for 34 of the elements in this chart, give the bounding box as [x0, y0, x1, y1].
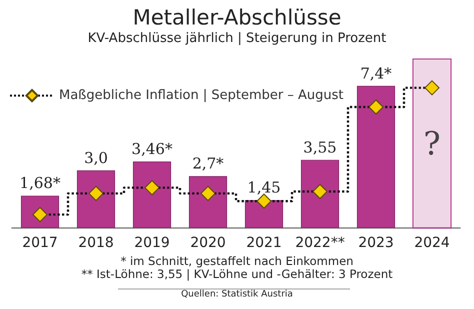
data-label: 2,7*: [192, 154, 224, 173]
point: [200, 186, 216, 201]
legend-label: Maßgebliche Inflation | September – August: [59, 88, 344, 104]
bar: [188, 176, 228, 228]
point: [144, 180, 160, 196]
chart-title: Metaller-Abschlüsse: [132, 6, 342, 30]
bar: [132, 162, 172, 228]
source-note: Quellen: Statistik Austria: [181, 290, 293, 300]
x-tick-label: 2018: [78, 235, 114, 251]
x-tick-label: 2020: [190, 235, 226, 251]
x-tick-label: 2019: [134, 235, 170, 251]
data-label: 1,45: [247, 178, 281, 197]
chart-subtitle: KV-Abschlüsse jährlich | Steigerung in Prozent: [88, 31, 386, 46]
data-label: 7,4*: [360, 64, 392, 82]
point: [256, 194, 272, 209]
data-label: 3,46*: [132, 140, 173, 158]
x-tick-label: 2023: [358, 235, 394, 251]
bar: [244, 200, 284, 228]
point: [424, 80, 440, 96]
x-tick-label: 2021: [246, 235, 282, 251]
band-label: ?: [423, 124, 441, 162]
bar: [300, 160, 340, 228]
point: [368, 100, 384, 115]
x-tick-label: 2017: [22, 235, 58, 251]
data-label: 3,0: [84, 148, 108, 167]
x-tick-label: 2024: [414, 235, 450, 251]
bar: [76, 170, 116, 228]
data-label: 3,55: [303, 138, 337, 156]
data-label: 1,68*: [20, 174, 61, 192]
point: [312, 184, 328, 200]
x-tick-label: 2022**: [295, 235, 345, 251]
text: ** Ist-Löhne: 3,55 | KV-Löhne und -Gehälter: 3 Prozent: [81, 267, 394, 281]
text: * im Schnitt, gestaffelt nach Einkommen: [120, 254, 354, 268]
bar: [356, 86, 396, 228]
